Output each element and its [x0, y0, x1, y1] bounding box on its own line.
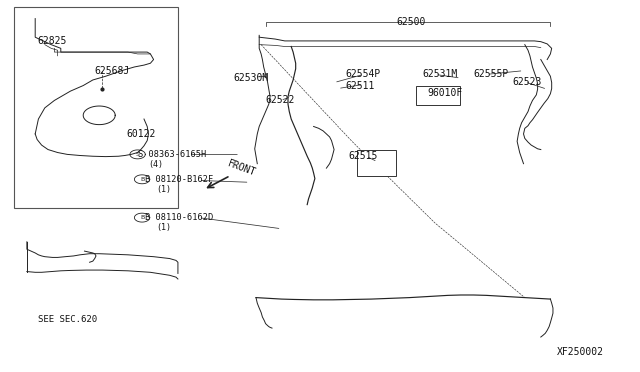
- Bar: [14, 7, 178, 208]
- Text: (1): (1): [156, 223, 171, 232]
- Text: 60122: 60122: [126, 129, 156, 139]
- Text: 62522: 62522: [266, 96, 295, 105]
- Text: 62568J: 62568J: [95, 66, 130, 76]
- Text: 96010F: 96010F: [428, 88, 463, 98]
- Text: 62825: 62825: [37, 36, 67, 46]
- Text: 62523: 62523: [512, 77, 541, 87]
- Text: SEE SEC.620: SEE SEC.620: [38, 315, 97, 324]
- Text: FRONT: FRONT: [227, 158, 257, 178]
- Text: (1): (1): [156, 185, 171, 194]
- Text: 62554P: 62554P: [346, 70, 381, 79]
- Bar: [357, 150, 396, 176]
- Text: (4): (4): [148, 160, 163, 169]
- Text: S: S: [136, 152, 140, 157]
- Text: B: B: [140, 177, 144, 182]
- Bar: [416, 86, 460, 105]
- Text: 62511: 62511: [346, 81, 375, 90]
- Text: XF250002: XF250002: [557, 347, 604, 356]
- Text: B 08120-B162F: B 08120-B162F: [145, 175, 214, 184]
- Text: B: B: [140, 215, 144, 220]
- Text: B 08110-6162D: B 08110-6162D: [145, 213, 214, 222]
- Text: S 08363-6165H: S 08363-6165H: [138, 150, 206, 159]
- Text: 62515: 62515: [349, 151, 378, 161]
- Text: 62530M: 62530M: [234, 73, 269, 83]
- Text: 62500: 62500: [397, 17, 426, 27]
- Text: 62555P: 62555P: [474, 70, 509, 79]
- Text: 62531M: 62531M: [422, 70, 458, 79]
